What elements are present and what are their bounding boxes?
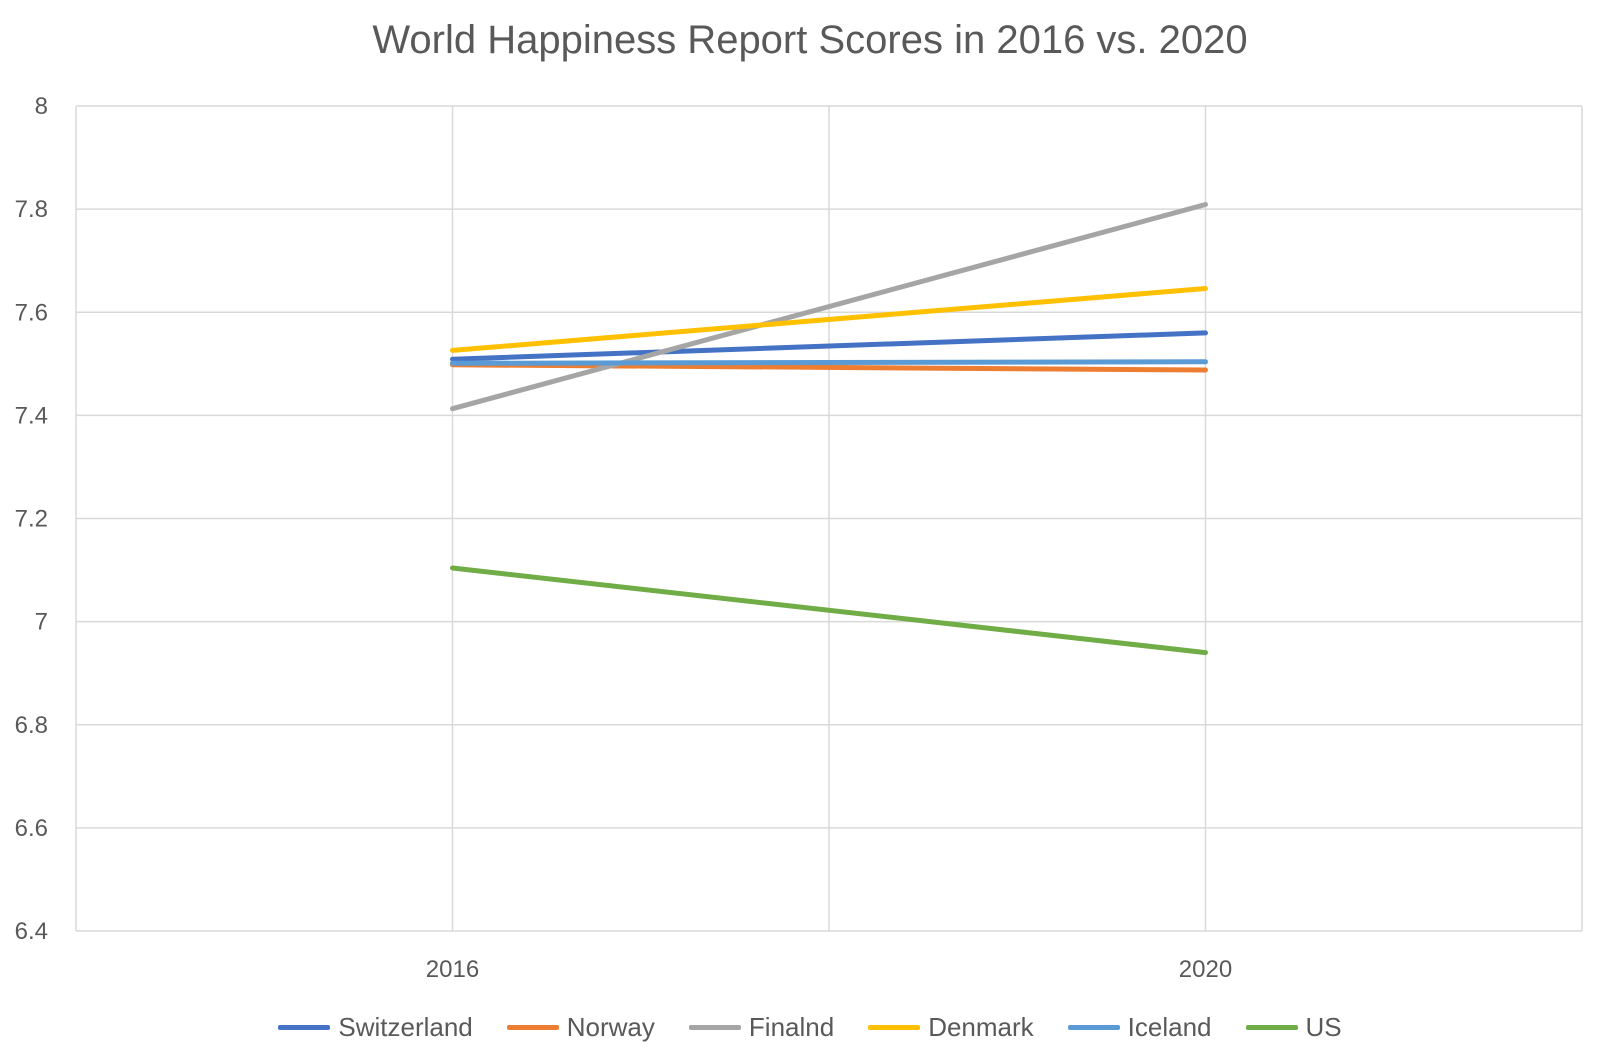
legend-swatch — [1245, 1025, 1298, 1030]
legend-label: Switzerland — [338, 1012, 473, 1042]
legend-label: Finalnd — [748, 1012, 835, 1042]
x-tick-label: 2020 — [1179, 956, 1232, 983]
legend-swatch — [688, 1025, 741, 1030]
chart-title: World Happiness Report Scores in 2016 vs… — [372, 18, 1248, 62]
legend-item-norway: Norway — [506, 1012, 655, 1043]
legend-item-switzerland: Switzerland — [278, 1012, 473, 1043]
y-tick-label: 7.8 — [15, 196, 48, 223]
y-tick-label: 6.4 — [15, 918, 48, 945]
legend-label: Norway — [566, 1012, 655, 1042]
legend-item-denmark: Denmark — [868, 1012, 1034, 1043]
y-tick-label: 7.4 — [15, 402, 48, 429]
y-tick-label: 7.6 — [15, 299, 48, 326]
legend-swatch — [1067, 1025, 1120, 1030]
legend-item-iceland: Iceland — [1067, 1012, 1212, 1043]
legend-swatch — [278, 1025, 331, 1030]
series-line-iceland — [450, 359, 1208, 366]
legend: Switzerland Norway Finalnd Denmark Iceland US — [0, 1012, 1620, 1043]
legend-label: US — [1305, 1012, 1342, 1042]
legend-item-finalnd: Finalnd — [688, 1012, 835, 1043]
legend-label: Denmark — [928, 1012, 1034, 1042]
series-line-norway — [450, 362, 1208, 373]
y-tick-label: 7 — [35, 609, 48, 636]
y-tick-label: 7.2 — [15, 506, 48, 533]
series-line-us — [450, 565, 1208, 656]
y-tick-label: 8 — [35, 93, 48, 120]
legend-swatch — [506, 1025, 559, 1030]
series-line-switzerland — [450, 330, 1208, 362]
series-line-finalnd — [450, 202, 1208, 412]
legend-item-us: US — [1245, 1012, 1342, 1043]
series-line-denmark — [450, 286, 1208, 353]
x-tick-label: 2016 — [426, 956, 479, 983]
y-tick-label: 6.6 — [15, 815, 48, 842]
legend-swatch — [868, 1025, 921, 1030]
y-tick-label: 6.8 — [15, 712, 48, 739]
legend-label: Iceland — [1127, 1012, 1212, 1042]
